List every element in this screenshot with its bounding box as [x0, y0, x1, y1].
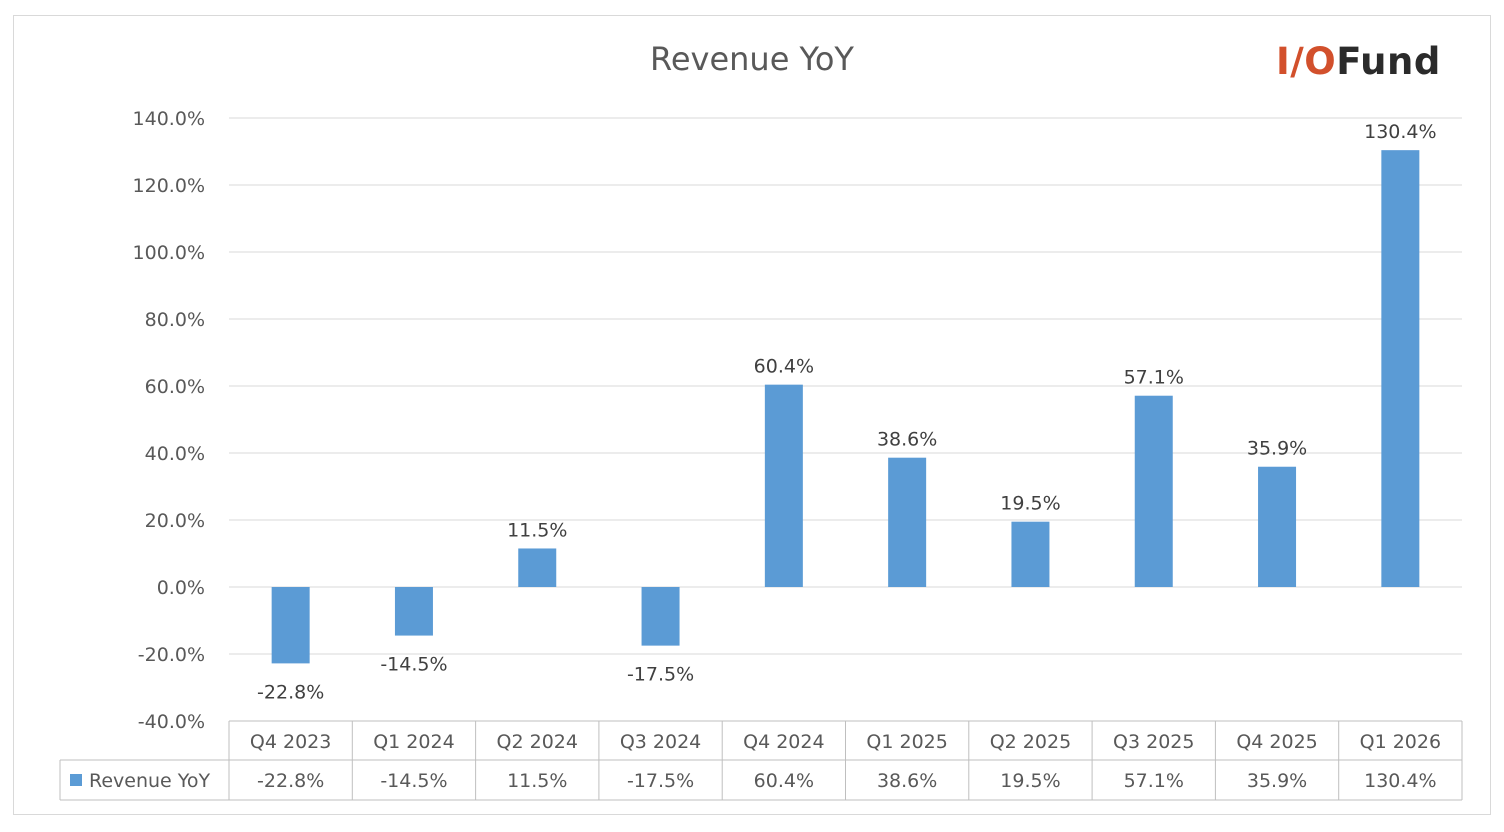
y-tick-label: -40.0%	[138, 711, 205, 733]
x-category-label: Q4 2024	[743, 731, 824, 753]
x-category-label: Q1 2025	[866, 731, 947, 753]
x-category-label: Q1 2026	[1360, 731, 1441, 753]
bar	[1134, 395, 1173, 587]
table-value-cell: 130.4%	[1364, 770, 1436, 792]
data-label: 19.5%	[1000, 493, 1060, 515]
table-value-cell: -17.5%	[627, 770, 694, 792]
y-tick-label: -20.0%	[138, 644, 205, 666]
brand-logo: I/OFund	[1276, 40, 1441, 83]
chart-title: Revenue YoY	[650, 40, 854, 78]
bar	[641, 587, 680, 646]
bar	[1258, 466, 1297, 587]
x-category-label: Q2 2024	[497, 731, 578, 753]
bar	[394, 587, 433, 636]
data-label: -17.5%	[627, 664, 694, 686]
y-tick-label: 0.0%	[157, 577, 205, 599]
data-label: 60.4%	[754, 356, 814, 378]
legend-swatch	[70, 774, 82, 786]
legend-series-label: Revenue YoY	[89, 770, 210, 792]
table-value-cell: -14.5%	[380, 770, 447, 792]
table-value-cell: 11.5%	[507, 770, 567, 792]
data-label: -22.8%	[257, 681, 324, 703]
logo-io-text: I/O	[1276, 40, 1337, 83]
x-category-label: Q4 2025	[1236, 731, 1317, 753]
y-tick-label: 20.0%	[145, 510, 205, 532]
y-tick-label: 120.0%	[133, 175, 205, 197]
data-label: 11.5%	[507, 519, 567, 541]
x-category-label: Q4 2023	[250, 731, 331, 753]
bar	[888, 457, 927, 587]
y-tick-label: 140.0%	[133, 108, 205, 130]
table-value-cell: 19.5%	[1000, 770, 1060, 792]
y-tick-label: 80.0%	[145, 309, 205, 331]
data-label: -14.5%	[380, 654, 447, 676]
table-value-cell: 38.6%	[877, 770, 937, 792]
table-value-cell: 57.1%	[1124, 770, 1184, 792]
y-tick-label: 60.0%	[145, 376, 205, 398]
bar	[1011, 521, 1050, 587]
logo-fund-text: Fund	[1336, 40, 1441, 83]
chart-frame	[13, 15, 1491, 815]
bar	[1381, 150, 1420, 587]
x-category-label: Q3 2025	[1113, 731, 1194, 753]
x-category-label: Q1 2024	[373, 731, 454, 753]
data-label: 38.6%	[877, 429, 937, 451]
y-tick-label: 40.0%	[145, 443, 205, 465]
table-value-cell: -22.8%	[257, 770, 324, 792]
x-category-label: Q3 2024	[620, 731, 701, 753]
bar	[764, 384, 803, 587]
table-value-cell: 35.9%	[1247, 770, 1307, 792]
data-label: 130.4%	[1364, 121, 1436, 143]
y-tick-label: 100.0%	[133, 242, 205, 264]
data-label: 57.1%	[1124, 367, 1184, 389]
table-value-cell: 60.4%	[754, 770, 814, 792]
x-category-label: Q2 2025	[990, 731, 1071, 753]
data-label: 35.9%	[1247, 438, 1307, 460]
bar	[518, 548, 557, 587]
bar	[271, 587, 310, 664]
